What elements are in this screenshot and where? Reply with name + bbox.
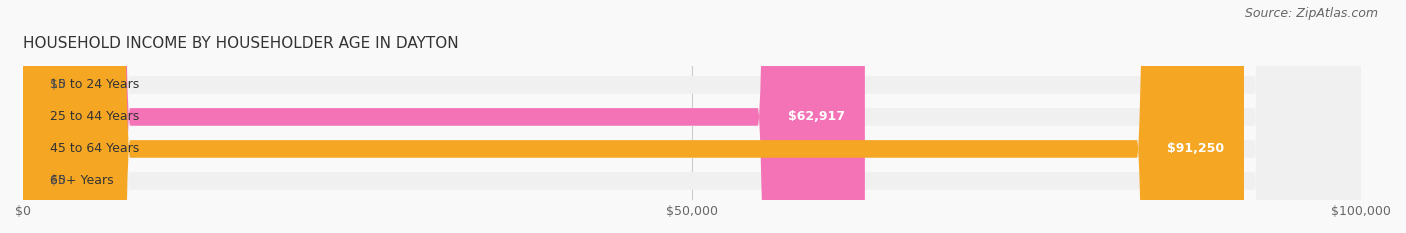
Text: $91,250: $91,250 (1167, 142, 1223, 155)
Text: 15 to 24 Years: 15 to 24 Years (49, 79, 139, 91)
FancyBboxPatch shape (22, 0, 1244, 233)
Text: Source: ZipAtlas.com: Source: ZipAtlas.com (1244, 7, 1378, 20)
FancyBboxPatch shape (22, 0, 1361, 233)
FancyBboxPatch shape (22, 0, 1361, 233)
Text: 65+ Years: 65+ Years (49, 175, 114, 187)
Text: $0: $0 (49, 79, 66, 91)
Text: $0: $0 (49, 175, 66, 187)
FancyBboxPatch shape (22, 0, 1361, 233)
FancyBboxPatch shape (22, 0, 1361, 233)
FancyBboxPatch shape (22, 0, 865, 233)
Text: 25 to 44 Years: 25 to 44 Years (49, 110, 139, 123)
Text: 45 to 64 Years: 45 to 64 Years (49, 142, 139, 155)
Text: HOUSEHOLD INCOME BY HOUSEHOLDER AGE IN DAYTON: HOUSEHOLD INCOME BY HOUSEHOLDER AGE IN D… (22, 36, 458, 51)
Text: $62,917: $62,917 (787, 110, 845, 123)
